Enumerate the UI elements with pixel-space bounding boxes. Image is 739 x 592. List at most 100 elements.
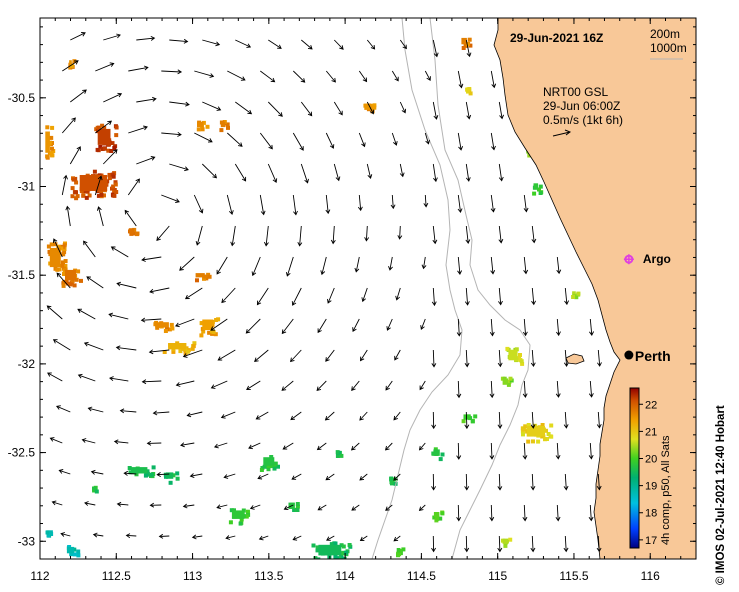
current-vector <box>300 101 313 117</box>
western-australia-land <box>493 18 696 559</box>
current-vector <box>96 206 104 227</box>
y-tick-label: -32.5 <box>8 446 36 460</box>
current-vector <box>69 146 81 165</box>
current-vector <box>235 39 252 48</box>
current-vector <box>184 287 203 300</box>
current-vector <box>465 225 471 244</box>
y-tick-label: -32 <box>18 357 36 371</box>
sst-patch <box>465 87 473 96</box>
current-vector <box>128 65 149 72</box>
current-vector <box>489 380 495 399</box>
current-vector <box>563 535 569 553</box>
current-vector <box>202 39 221 47</box>
current-vector <box>127 178 140 196</box>
current-vector <box>465 39 472 58</box>
current-vector <box>254 349 269 362</box>
x-tick-label: 115.5 <box>559 569 588 583</box>
current-vector <box>489 318 495 337</box>
current-vector <box>136 96 157 103</box>
current-vector <box>522 380 528 398</box>
current-vector <box>136 35 156 41</box>
sst-patch <box>311 541 353 559</box>
current-vector <box>86 276 104 289</box>
current-vector <box>201 163 218 179</box>
current-vector <box>393 535 401 542</box>
current-vector <box>327 287 335 304</box>
sst-patch <box>532 183 544 196</box>
sst-patch <box>127 465 156 479</box>
current-vector <box>596 535 602 553</box>
current-vector <box>399 101 407 114</box>
current-vector <box>161 131 182 137</box>
current-vector <box>464 411 470 430</box>
current-vector <box>465 101 472 120</box>
current-vector <box>324 411 335 421</box>
current-vector <box>394 349 401 361</box>
current-vector <box>47 372 63 382</box>
current-vector <box>216 256 228 275</box>
current-vector <box>431 411 437 430</box>
current-vector <box>418 442 426 451</box>
current-vector <box>136 156 156 165</box>
current-vector <box>421 256 427 270</box>
current-vector <box>282 442 294 450</box>
current-vector <box>146 440 162 446</box>
current-vector <box>119 408 137 414</box>
current-vector <box>397 225 403 240</box>
x-tick-label: 113.5 <box>254 569 283 583</box>
current-vector <box>149 287 170 294</box>
perth-label: Perth <box>635 348 671 364</box>
sst-patch <box>431 447 445 462</box>
current-vector <box>149 502 162 508</box>
current-vector <box>259 132 273 150</box>
current-vector <box>391 132 398 146</box>
colorbar-tick-label: 22 <box>645 399 657 411</box>
sst-patch <box>45 530 54 538</box>
x-tick-label: 112 <box>30 569 49 583</box>
current-vector <box>141 379 162 385</box>
current-vector <box>555 442 561 460</box>
current-vector <box>161 194 180 203</box>
current-vector <box>267 163 278 183</box>
current-vector <box>333 101 343 116</box>
current-vector <box>330 225 336 245</box>
current-vector <box>169 163 189 172</box>
current-vector <box>230 225 236 247</box>
sst-patch <box>571 291 581 300</box>
current-vector <box>156 225 170 242</box>
current-vector <box>116 501 129 507</box>
current-vector <box>432 101 439 120</box>
current-vector <box>217 349 236 361</box>
x-tick-label: 116 <box>641 569 660 583</box>
current-vector <box>195 225 203 246</box>
colorbar-ticks: 22 21 20 19 18 17 <box>639 399 657 547</box>
current-vector <box>588 380 594 398</box>
current-vector <box>432 225 438 245</box>
current-vector <box>257 473 269 480</box>
current-vector <box>87 406 104 413</box>
current-vector <box>490 70 497 89</box>
current-vector <box>497 411 503 429</box>
current-vector <box>456 504 462 522</box>
sst-patch <box>195 272 212 283</box>
current-vector <box>316 380 327 392</box>
imos-credit: © IMOS 02-Jul-2021 12:40 Hobart <box>715 405 727 585</box>
current-vector <box>174 318 195 328</box>
perth-marker <box>624 350 634 360</box>
current-vector <box>124 209 137 227</box>
current-scale-arrow <box>552 129 572 137</box>
current-vector <box>182 349 203 358</box>
current-vector <box>297 225 303 247</box>
current-vector <box>333 39 344 50</box>
current-vector <box>596 473 602 491</box>
current-vector <box>424 132 430 145</box>
sst-patch <box>94 123 119 153</box>
y-tick-label: -31 <box>18 180 36 194</box>
depth-legend-1000m: 1000m <box>650 41 687 55</box>
current-vector <box>531 287 537 306</box>
sst-patch <box>92 485 99 494</box>
current-vector <box>465 163 471 182</box>
current-vector <box>589 318 595 336</box>
isobath-200m <box>429 18 531 559</box>
current-vector <box>359 411 368 421</box>
